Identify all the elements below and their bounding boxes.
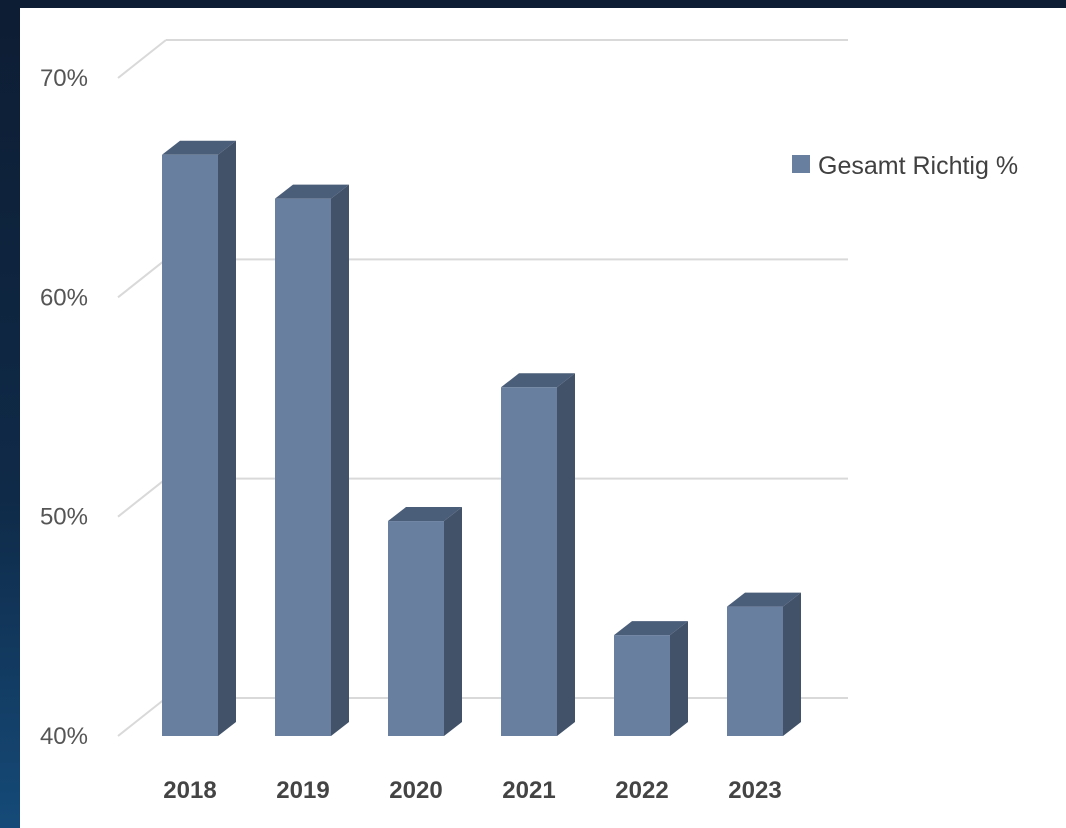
- y-tick-label: 40%: [40, 723, 88, 750]
- bar-top: [388, 507, 462, 522]
- chart-panel: 40% 50% 60% 70% 2018 2019 2020 2021 2022 2023 Ge…: [20, 8, 1066, 828]
- gridline-depth: [117, 697, 167, 737]
- bar: [727, 592, 801, 736]
- x-tick-label: 2020: [389, 777, 442, 804]
- bar-side: [331, 184, 349, 737]
- bar-front: [501, 387, 557, 736]
- x-tick-label: 2023: [728, 777, 781, 804]
- y-tick-label: 50%: [40, 504, 88, 531]
- bar-front: [388, 521, 444, 736]
- bar-side: [557, 373, 575, 736]
- bar-top: [614, 621, 688, 636]
- bar: [388, 507, 462, 736]
- x-tick-label: 2022: [615, 777, 668, 804]
- x-tick-label: 2021: [502, 777, 555, 804]
- bar-top: [275, 184, 349, 199]
- bar-chart: 40% 50% 60% 70% 2018 2019 2020 2021 2022 2023 Ge…: [40, 39, 1018, 804]
- bar-front: [727, 606, 783, 736]
- bar-top: [727, 592, 801, 607]
- legend-label: Gesamt Richtig %: [818, 152, 1018, 180]
- bar-front: [162, 154, 218, 736]
- bars: [162, 140, 801, 737]
- gridline-depth: [117, 477, 167, 518]
- bar-side: [218, 140, 236, 736]
- x-axis-labels: 2018 2019 2020 2021 2022 2023: [163, 777, 781, 804]
- bar: [275, 184, 349, 737]
- bar-side: [670, 621, 688, 736]
- gridline-depth: [117, 39, 167, 79]
- x-tick-label: 2019: [276, 777, 329, 804]
- bar-side: [444, 507, 462, 736]
- y-axis-ticks: 40% 50% 60% 70%: [40, 65, 88, 750]
- bar: [501, 373, 575, 736]
- bar: [614, 621, 688, 736]
- x-tick-label: 2018: [163, 777, 216, 804]
- bar-front: [275, 198, 331, 737]
- bar-top: [501, 373, 575, 388]
- bar-top: [162, 140, 236, 155]
- bar: [162, 140, 236, 736]
- legend: Gesamt Richtig %: [792, 152, 1018, 180]
- gridline-depth: [117, 258, 167, 299]
- y-tick-label: 70%: [40, 65, 88, 92]
- bar-front: [614, 635, 670, 736]
- legend-swatch: [792, 155, 810, 173]
- y-tick-label: 60%: [40, 284, 88, 311]
- bar-side: [783, 592, 801, 736]
